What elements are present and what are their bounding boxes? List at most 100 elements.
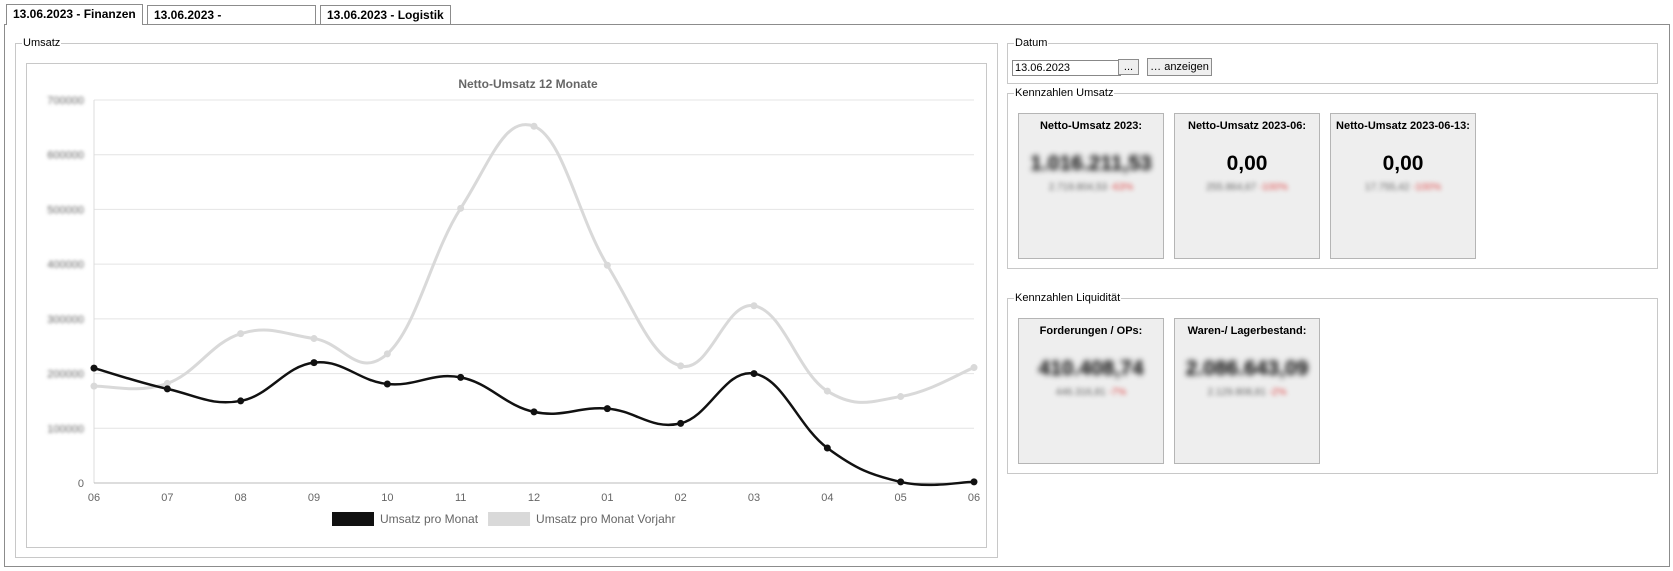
kpi-card-forderungen: Forderungen / OPs: 410.408,74 446.316,81… — [1018, 318, 1164, 464]
y-tick-label: 200000 — [47, 369, 84, 381]
data-point-vorjahr — [970, 364, 978, 372]
y-tick-label: 400000 — [47, 259, 84, 271]
kpi-previous-value: 2.719.804,53 — [1048, 182, 1108, 193]
x-tick-label: 06 — [968, 492, 980, 504]
kpi-delta: -63% — [1109, 182, 1134, 193]
kpi-title: Netto-Umsatz 2023-06-13: — [1336, 120, 1470, 132]
umsatz-chart: Netto-Umsatz 12 Monate 0 100000 200000 30000… — [26, 63, 987, 548]
x-tick-label: 12 — [528, 492, 540, 504]
x-tick-label: 03 — [748, 492, 760, 504]
kpi-delta: -2% — [1268, 387, 1287, 398]
data-point-vorjahr — [237, 330, 245, 338]
data-point-umsatz — [530, 408, 538, 416]
chart-title: Netto-Umsatz 12 Monate — [458, 77, 598, 91]
data-point-umsatz — [310, 359, 318, 367]
kpi-card-netto-umsatz-tag: Netto-Umsatz 2023-06-13: 0,00 17.755,42 … — [1330, 113, 1476, 259]
kpi-value: 0,00 — [1382, 152, 1424, 175]
kpi-card-lagerbestand: Waren-/ Lagerbestand: 2.086.643,09 2.129… — [1174, 318, 1320, 464]
data-point-umsatz — [163, 385, 171, 393]
tab-logistik[interactable]: 13.06.2023 - Logistik — [320, 5, 451, 24]
data-point-vorjahr — [750, 302, 758, 310]
x-tick-label: 07 — [161, 492, 173, 504]
x-tick-label: 06 — [88, 492, 100, 504]
show-button[interactable]: … anzeigen — [1147, 58, 1212, 76]
datum-legend: Datum — [1015, 37, 1048, 49]
date-input[interactable] — [1012, 60, 1121, 76]
kpi-title: Netto-Umsatz 2023-06: — [1188, 120, 1306, 132]
datum-group: Datum — [1007, 37, 1658, 84]
legend-swatch — [332, 512, 374, 526]
x-tick-label: 08 — [235, 492, 247, 504]
kpi-previous-value: 255.864,67 — [1206, 182, 1257, 193]
data-point-umsatz — [457, 373, 465, 381]
tab-finanzen[interactable]: 13.06.2023 - Finanzen — [6, 4, 143, 25]
data-point-vorjahr — [163, 379, 171, 387]
data-point-vorjahr — [530, 122, 538, 130]
y-tick-label: 100000 — [47, 423, 84, 435]
data-point-umsatz — [237, 397, 245, 405]
umsatz-legend: Umsatz — [23, 37, 61, 49]
data-point-umsatz — [970, 478, 978, 486]
data-point-vorjahr — [603, 261, 611, 269]
kpi-title: Forderungen / OPs: — [1039, 325, 1143, 337]
kpi-title: Waren-/ Lagerbestand: — [1187, 325, 1307, 337]
data-point-vorjahr — [457, 204, 465, 212]
y-tick-label: 300000 — [47, 314, 84, 326]
series-line-umsatz — [93, 361, 975, 487]
y-tick-label: 700000 — [47, 95, 84, 107]
kpi-subline: 255.864,67 -100% — [1175, 182, 1319, 193]
y-tick-label: 500000 — [47, 204, 84, 216]
x-tick-label: 10 — [381, 492, 393, 504]
umsatz-group: Umsatz — [15, 37, 998, 558]
kennzahlen-umsatz-legend: Kennzahlen Umsatz — [1015, 87, 1114, 99]
y-tick-label: 600000 — [47, 150, 84, 162]
data-point-umsatz — [90, 364, 98, 372]
kennzahlen-umsatz-group: Kennzahlen Umsatz — [1007, 87, 1658, 269]
kpi-previous-value: 446.316,81 — [1055, 387, 1106, 398]
chart-canvas: Netto-Umsatz 12 Monate 0 100000 200000 30000… — [47, 77, 980, 526]
x-tick-label: 04 — [821, 492, 833, 504]
kpi-subline: 2.129.808,81 -2% — [1175, 387, 1319, 398]
legend-swatch — [488, 512, 531, 526]
data-point-vorjahr — [90, 382, 98, 390]
x-tick-label: 02 — [675, 492, 687, 504]
kpi-delta: -7% — [1108, 387, 1127, 398]
kpi-delta: -100% — [1258, 182, 1288, 193]
kpi-value: 0,00 — [1226, 152, 1268, 175]
kpi-delta: -100% — [1412, 182, 1442, 193]
date-picker-button[interactable]: ... — [1118, 59, 1139, 75]
kpi-subline: 446.316,81 -7% — [1019, 387, 1163, 398]
kpi-card-netto-umsatz-monat: Netto-Umsatz 2023-06: 0,00 255.864,67 -1… — [1174, 113, 1320, 259]
x-tick-label: 05 — [895, 492, 907, 504]
kpi-value: 2.086.643,09 — [1185, 357, 1309, 380]
x-tick-label: 11 — [455, 492, 466, 504]
kpi-title: Netto-Umsatz 2023: — [1039, 120, 1143, 132]
data-point-umsatz — [603, 405, 611, 413]
kpi-value: 410.408,74 — [1038, 357, 1144, 380]
y-tick-label: 0 — [78, 478, 84, 490]
series-line-vorjahr — [93, 123, 975, 404]
kpi-subline: 2.719.804,53 -63% — [1019, 182, 1163, 193]
legend-label: Umsatz pro Monat — [380, 512, 479, 526]
tab-auftragswesen[interactable]: 13.06.2023 - Auftragswesen — [147, 5, 316, 40]
data-point-vorjahr — [897, 393, 905, 401]
kpi-subline: 17.755,42 -100% — [1331, 182, 1475, 193]
kpi-previous-value: 2.129.808,81 — [1207, 387, 1266, 398]
data-point-vorjahr — [310, 335, 318, 343]
kennzahlen-liquiditaet-legend: Kennzahlen Liquidität — [1015, 292, 1121, 304]
data-point-umsatz — [383, 380, 391, 388]
data-point-vorjahr — [383, 350, 391, 358]
data-point-umsatz — [823, 444, 831, 452]
data-point-umsatz — [677, 419, 685, 427]
kpi-previous-value: 17.755,42 — [1364, 182, 1410, 193]
data-point-vorjahr — [823, 387, 831, 395]
kpi-card-netto-umsatz-jahr: Netto-Umsatz 2023: 1.016.211,53 2.719.80… — [1018, 113, 1164, 259]
legend-label: Umsatz pro Monat Vorjahr — [536, 512, 675, 526]
data-point-umsatz — [897, 478, 905, 486]
kennzahlen-liquiditaet-group: Kennzahlen Liquidität — [1007, 292, 1658, 474]
kpi-value: 1.016.211,53 — [1030, 152, 1152, 175]
data-point-vorjahr — [677, 362, 685, 370]
x-tick-label: 01 — [601, 492, 613, 504]
data-point-umsatz — [750, 370, 758, 378]
x-tick-label: 09 — [308, 492, 320, 504]
